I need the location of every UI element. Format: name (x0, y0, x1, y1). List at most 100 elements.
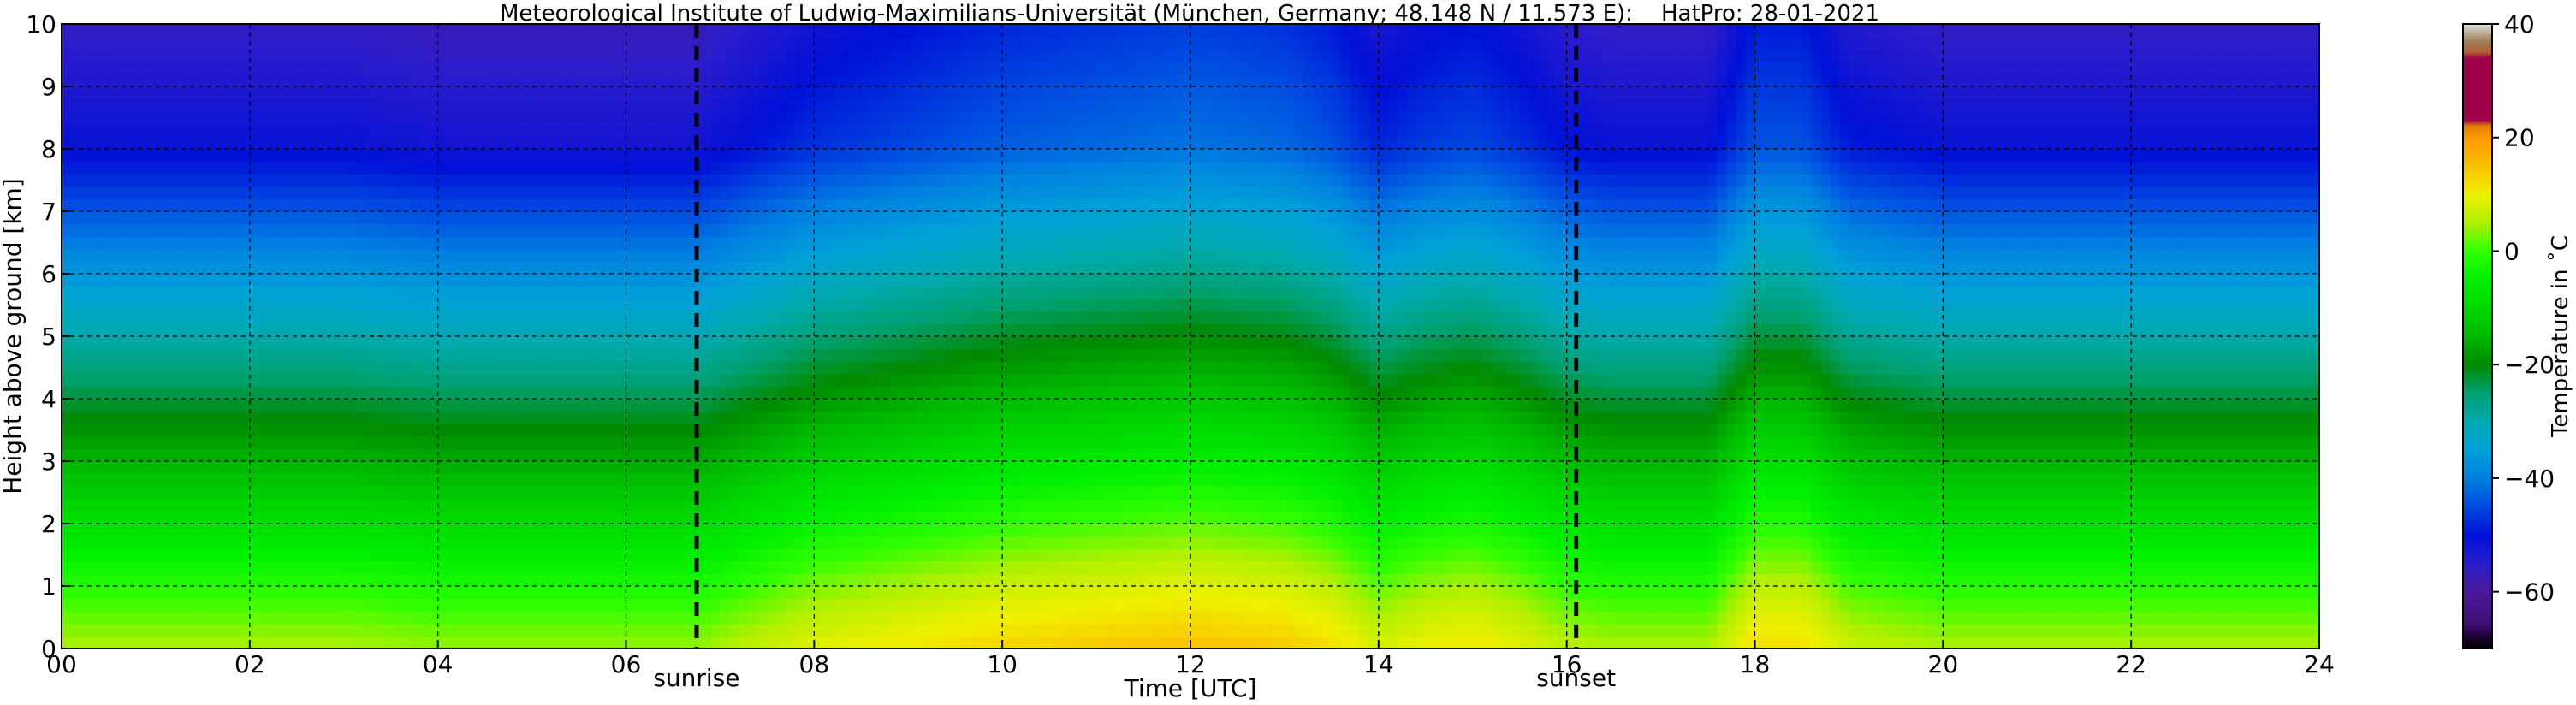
heatmap-cell (145, 461, 157, 475)
heatmap-cell (258, 311, 270, 324)
heatmap-cell (720, 223, 731, 237)
heatmap-cell (89, 598, 100, 612)
heatmap-cell (852, 586, 862, 600)
heatmap-cell (202, 274, 213, 287)
heatmap-cell (296, 486, 307, 500)
heatmap-cell (447, 573, 458, 587)
heatmap-cell (522, 286, 533, 299)
heatmap-cell (993, 186, 1003, 199)
heatmap-cell (804, 261, 815, 275)
heatmap-cell (268, 524, 279, 537)
heatmap-cell (955, 461, 965, 475)
heatmap-cell (767, 49, 777, 62)
heatmap-cell (343, 424, 354, 437)
heatmap-cell (588, 435, 599, 449)
heatmap-cell (155, 348, 166, 362)
heatmap-cell (588, 361, 599, 375)
heatmap-cell (155, 448, 166, 462)
heatmap-cell (880, 636, 890, 649)
heatmap-cell (334, 323, 345, 337)
heatmap-cell (654, 524, 665, 537)
heatmap-cell (814, 598, 824, 612)
heatmap-cell (870, 223, 881, 237)
heatmap-cell (456, 473, 467, 487)
heatmap-cell (776, 636, 786, 649)
heatmap-cell (447, 511, 458, 524)
heatmap-cell (974, 61, 984, 74)
heatmap-cell (541, 74, 552, 87)
heatmap-cell (202, 198, 213, 212)
heatmap-cell (334, 211, 345, 225)
heatmap-cell (861, 548, 871, 562)
heatmap-cell (277, 524, 288, 537)
heatmap-cell (889, 548, 899, 562)
heatmap-cell (155, 424, 166, 437)
heatmap-cell (174, 623, 185, 637)
heatmap-cell (579, 586, 590, 600)
heatmap-cell (296, 623, 307, 637)
heatmap-cell (767, 211, 777, 225)
heatmap-cell (315, 136, 326, 150)
heatmap-cell (720, 286, 731, 299)
heatmap-cell (193, 573, 204, 587)
heatmap-cell (456, 174, 467, 187)
heatmap-cell (183, 598, 194, 612)
heatmap-cell (80, 123, 91, 137)
heatmap-cell (852, 223, 862, 237)
heatmap-cell (390, 186, 401, 199)
heatmap-cell (955, 236, 965, 250)
heatmap-cell (343, 498, 354, 512)
heatmap-cell (607, 511, 618, 524)
heatmap-cell (767, 386, 777, 400)
heatmap-cell (484, 386, 496, 400)
heatmap-cell (80, 149, 91, 163)
heatmap-cell (720, 261, 731, 275)
heatmap-cell (833, 223, 843, 237)
heatmap-cell (324, 399, 335, 412)
heatmap-cell (569, 286, 580, 299)
heatmap-cell (626, 623, 637, 637)
heatmap-cell (466, 211, 477, 225)
heatmap-cell (108, 348, 119, 362)
heatmap-cell (164, 623, 175, 637)
heatmap-cell (946, 598, 956, 612)
heatmap-cell (946, 211, 956, 225)
heatmap-cell (89, 86, 100, 100)
heatmap-cell (70, 473, 81, 487)
heatmap-cell (776, 74, 786, 87)
heatmap-cell (324, 136, 335, 150)
heatmap-cell (814, 461, 824, 475)
heatmap-cell (409, 448, 420, 462)
heatmap-cell (211, 461, 223, 475)
heatmap-cell (720, 248, 731, 262)
heatmap-cell (117, 311, 128, 324)
heatmap-cell (786, 149, 796, 163)
heatmap-cell (833, 311, 843, 324)
heatmap-cell (531, 386, 543, 400)
heatmap-cell (786, 386, 796, 400)
heatmap-cell (833, 236, 843, 250)
heatmap-cell (823, 36, 834, 50)
heatmap-cell (842, 299, 852, 312)
heatmap-cell (221, 49, 232, 62)
heatmap-cell (268, 211, 279, 225)
heatmap-cell (899, 399, 909, 412)
heatmap-cell (607, 86, 618, 100)
heatmap-cell (861, 236, 871, 250)
heatmap-cell (89, 123, 100, 137)
heatmap-cell (428, 560, 439, 574)
heatmap-cell (776, 399, 786, 412)
heatmap-cell (786, 136, 796, 150)
heatmap-cell (673, 236, 684, 250)
heatmap-cell (80, 211, 91, 225)
heatmap-cell (277, 473, 288, 487)
heatmap-cell (607, 560, 618, 574)
heatmap-cell (381, 299, 392, 312)
heatmap-cell (80, 611, 91, 625)
heatmap-cell (390, 548, 401, 562)
heatmap-cell (588, 261, 599, 275)
heatmap-cell (842, 361, 852, 375)
heatmap-cell (927, 361, 937, 375)
heatmap-cell (757, 286, 768, 299)
heatmap-cell (701, 49, 712, 62)
